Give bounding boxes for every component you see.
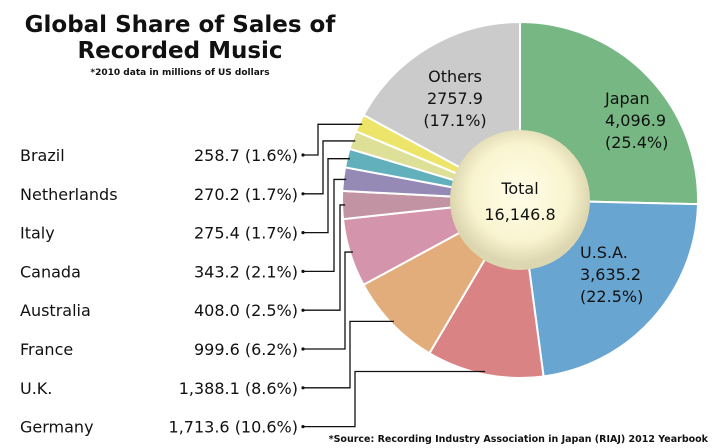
slice-label-usa-value: 3,635.2 [580,265,641,284]
chart-title: Global Share of Sales of Recorded Music [24,12,336,64]
legend-name-canada: Canada [20,262,81,281]
legend-name-australia: Australia [20,301,91,320]
center-circle [450,130,590,270]
leader-dot-brazil [301,153,305,157]
legend-value-australia: 408.0 (2.5%) [194,301,298,320]
leader-dot-germany [301,425,305,429]
legend-name-germany: Germany [20,418,94,437]
leader-line-germany [303,370,486,428]
slice-label-japan-name: Japan [604,89,650,108]
slice-label-others-name: Others [428,67,482,86]
leader-dot-australia [301,308,305,312]
total-label: Total [500,179,538,198]
legend-value-france: 999.6 (6.2%) [194,340,298,359]
leader-line-canada [303,178,347,273]
leader-dot-italy [301,231,305,235]
legend-value-italy: 275.4 (1.7%) [194,224,298,243]
leader-dot-uk [301,386,305,390]
total-value: 16,146.8 [484,205,555,224]
source-note: *Source: Recording Industry Association … [328,434,708,445]
leader-dot-france [301,347,305,351]
legend-value-germany: 1,713.6 (10.6%) [169,418,298,437]
slice-label-others-pct: (17.1%) [423,111,486,130]
legend-value-canada: 343.2 (2.1%) [194,262,298,281]
legend-name-italy: Italy [20,224,55,243]
leader-line-uk [303,320,394,389]
leader-line-italy [303,158,350,234]
leader-dot-netherlands [301,192,305,196]
legend-value-uk: 1,388.1 (8.6%) [179,379,298,398]
leader-line-netherlands [303,140,356,195]
legend-name-brazil: Brazil [20,146,65,165]
slice-label-japan-pct: (25.4%) [605,133,668,152]
legend-name-france: France [20,340,73,359]
slice-label-usa-pct: (22.5%) [580,287,643,306]
slice-label-usa-name: U.S.A. [580,243,628,262]
slice-label-others-value: 2757.9 [427,89,483,108]
legend-value-brazil: 258.7 (1.6%) [194,146,298,165]
chart-subtitle: *2010 data in millions of US dollars [90,68,270,78]
slice-label-japan-value: 4,096.9 [605,111,666,130]
leader-line-australia [303,204,346,311]
legend-name-netherlands: Netherlands [20,185,118,204]
leader-dot-canada [301,269,305,273]
leader-line-brazil [303,123,363,156]
legend-value-netherlands: 270.2 (1.7%) [194,185,298,204]
leader-line-france [303,251,353,350]
legend-name-uk: U.K. [20,379,52,398]
